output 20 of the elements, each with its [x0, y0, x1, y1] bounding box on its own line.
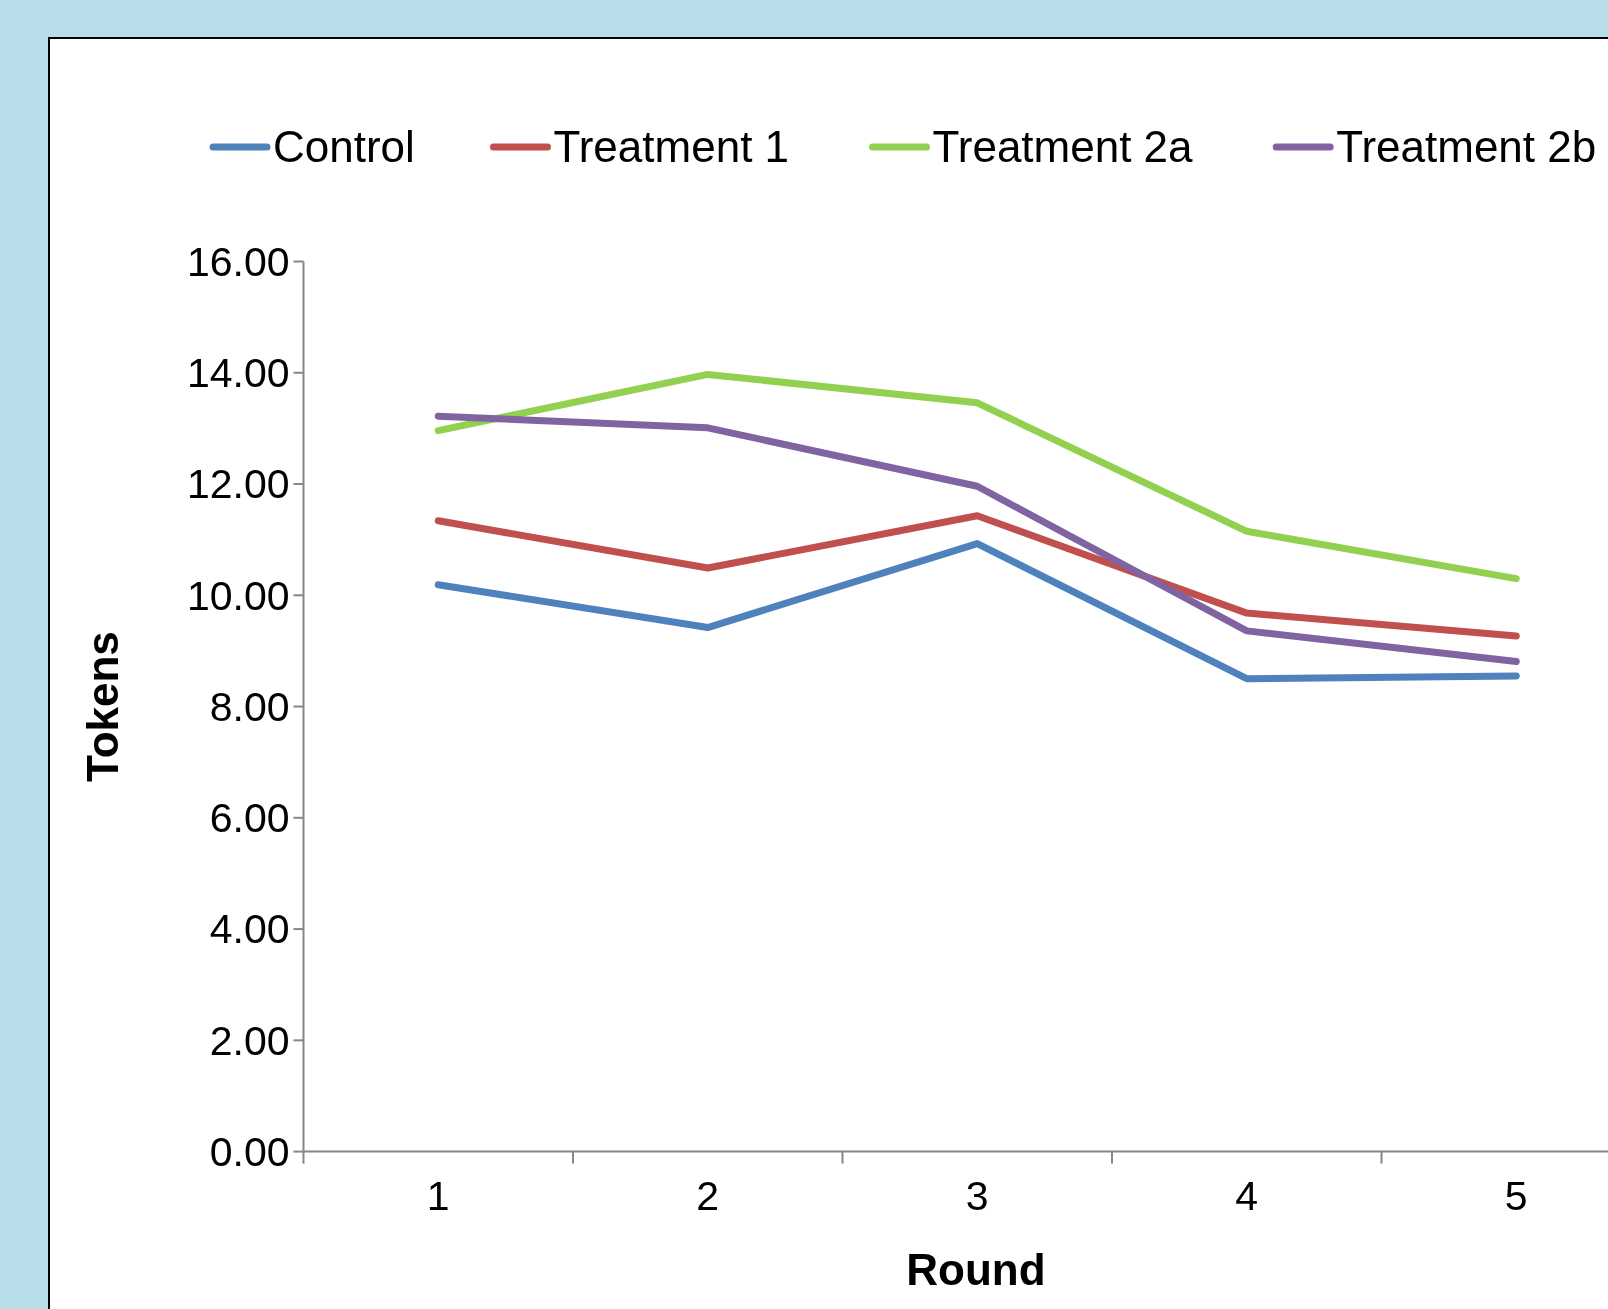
x-tick-label: 1: [426, 1172, 450, 1219]
legend-label: Treatment 1: [553, 122, 790, 172]
x-tick-label: 3: [965, 1172, 989, 1219]
y-tick-label: 0.00: [209, 1128, 290, 1175]
x-tick-label: 2: [696, 1172, 720, 1219]
y-tick-label: 10.00: [186, 572, 290, 619]
y-tick-label: 14.00: [186, 350, 290, 397]
x-tick-label: 5: [1504, 1172, 1528, 1219]
x-tick-label: 4: [1235, 1172, 1259, 1219]
y-tick-label: 4.00: [209, 906, 290, 953]
y-axis-title: Tokens: [78, 631, 127, 782]
y-tick-label: 6.00: [209, 795, 290, 842]
y-tick-label: 2.00: [209, 1017, 290, 1064]
legend-label: Control: [273, 122, 415, 172]
legend-label: Treatment 2b: [1336, 122, 1597, 172]
y-tick-label: 16.00: [186, 238, 290, 285]
legend-label: Treatment 2a: [932, 122, 1194, 172]
y-tick-label: 12.00: [186, 461, 290, 508]
y-tick-label: 8.00: [209, 683, 290, 730]
x-axis-title: Round: [906, 1245, 1046, 1294]
